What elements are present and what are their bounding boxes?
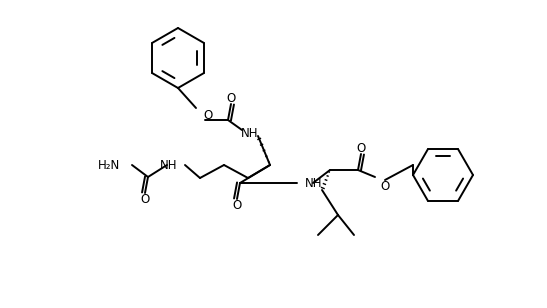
Text: NH: NH: [305, 176, 323, 189]
Text: O: O: [232, 198, 242, 212]
Text: O: O: [226, 91, 236, 104]
Text: NH: NH: [241, 127, 259, 140]
Text: NH: NH: [160, 159, 177, 172]
Text: O: O: [380, 180, 389, 192]
Text: O: O: [203, 108, 212, 121]
Text: H₂N: H₂N: [98, 159, 120, 172]
Text: O: O: [141, 192, 150, 205]
Text: O: O: [357, 141, 365, 155]
